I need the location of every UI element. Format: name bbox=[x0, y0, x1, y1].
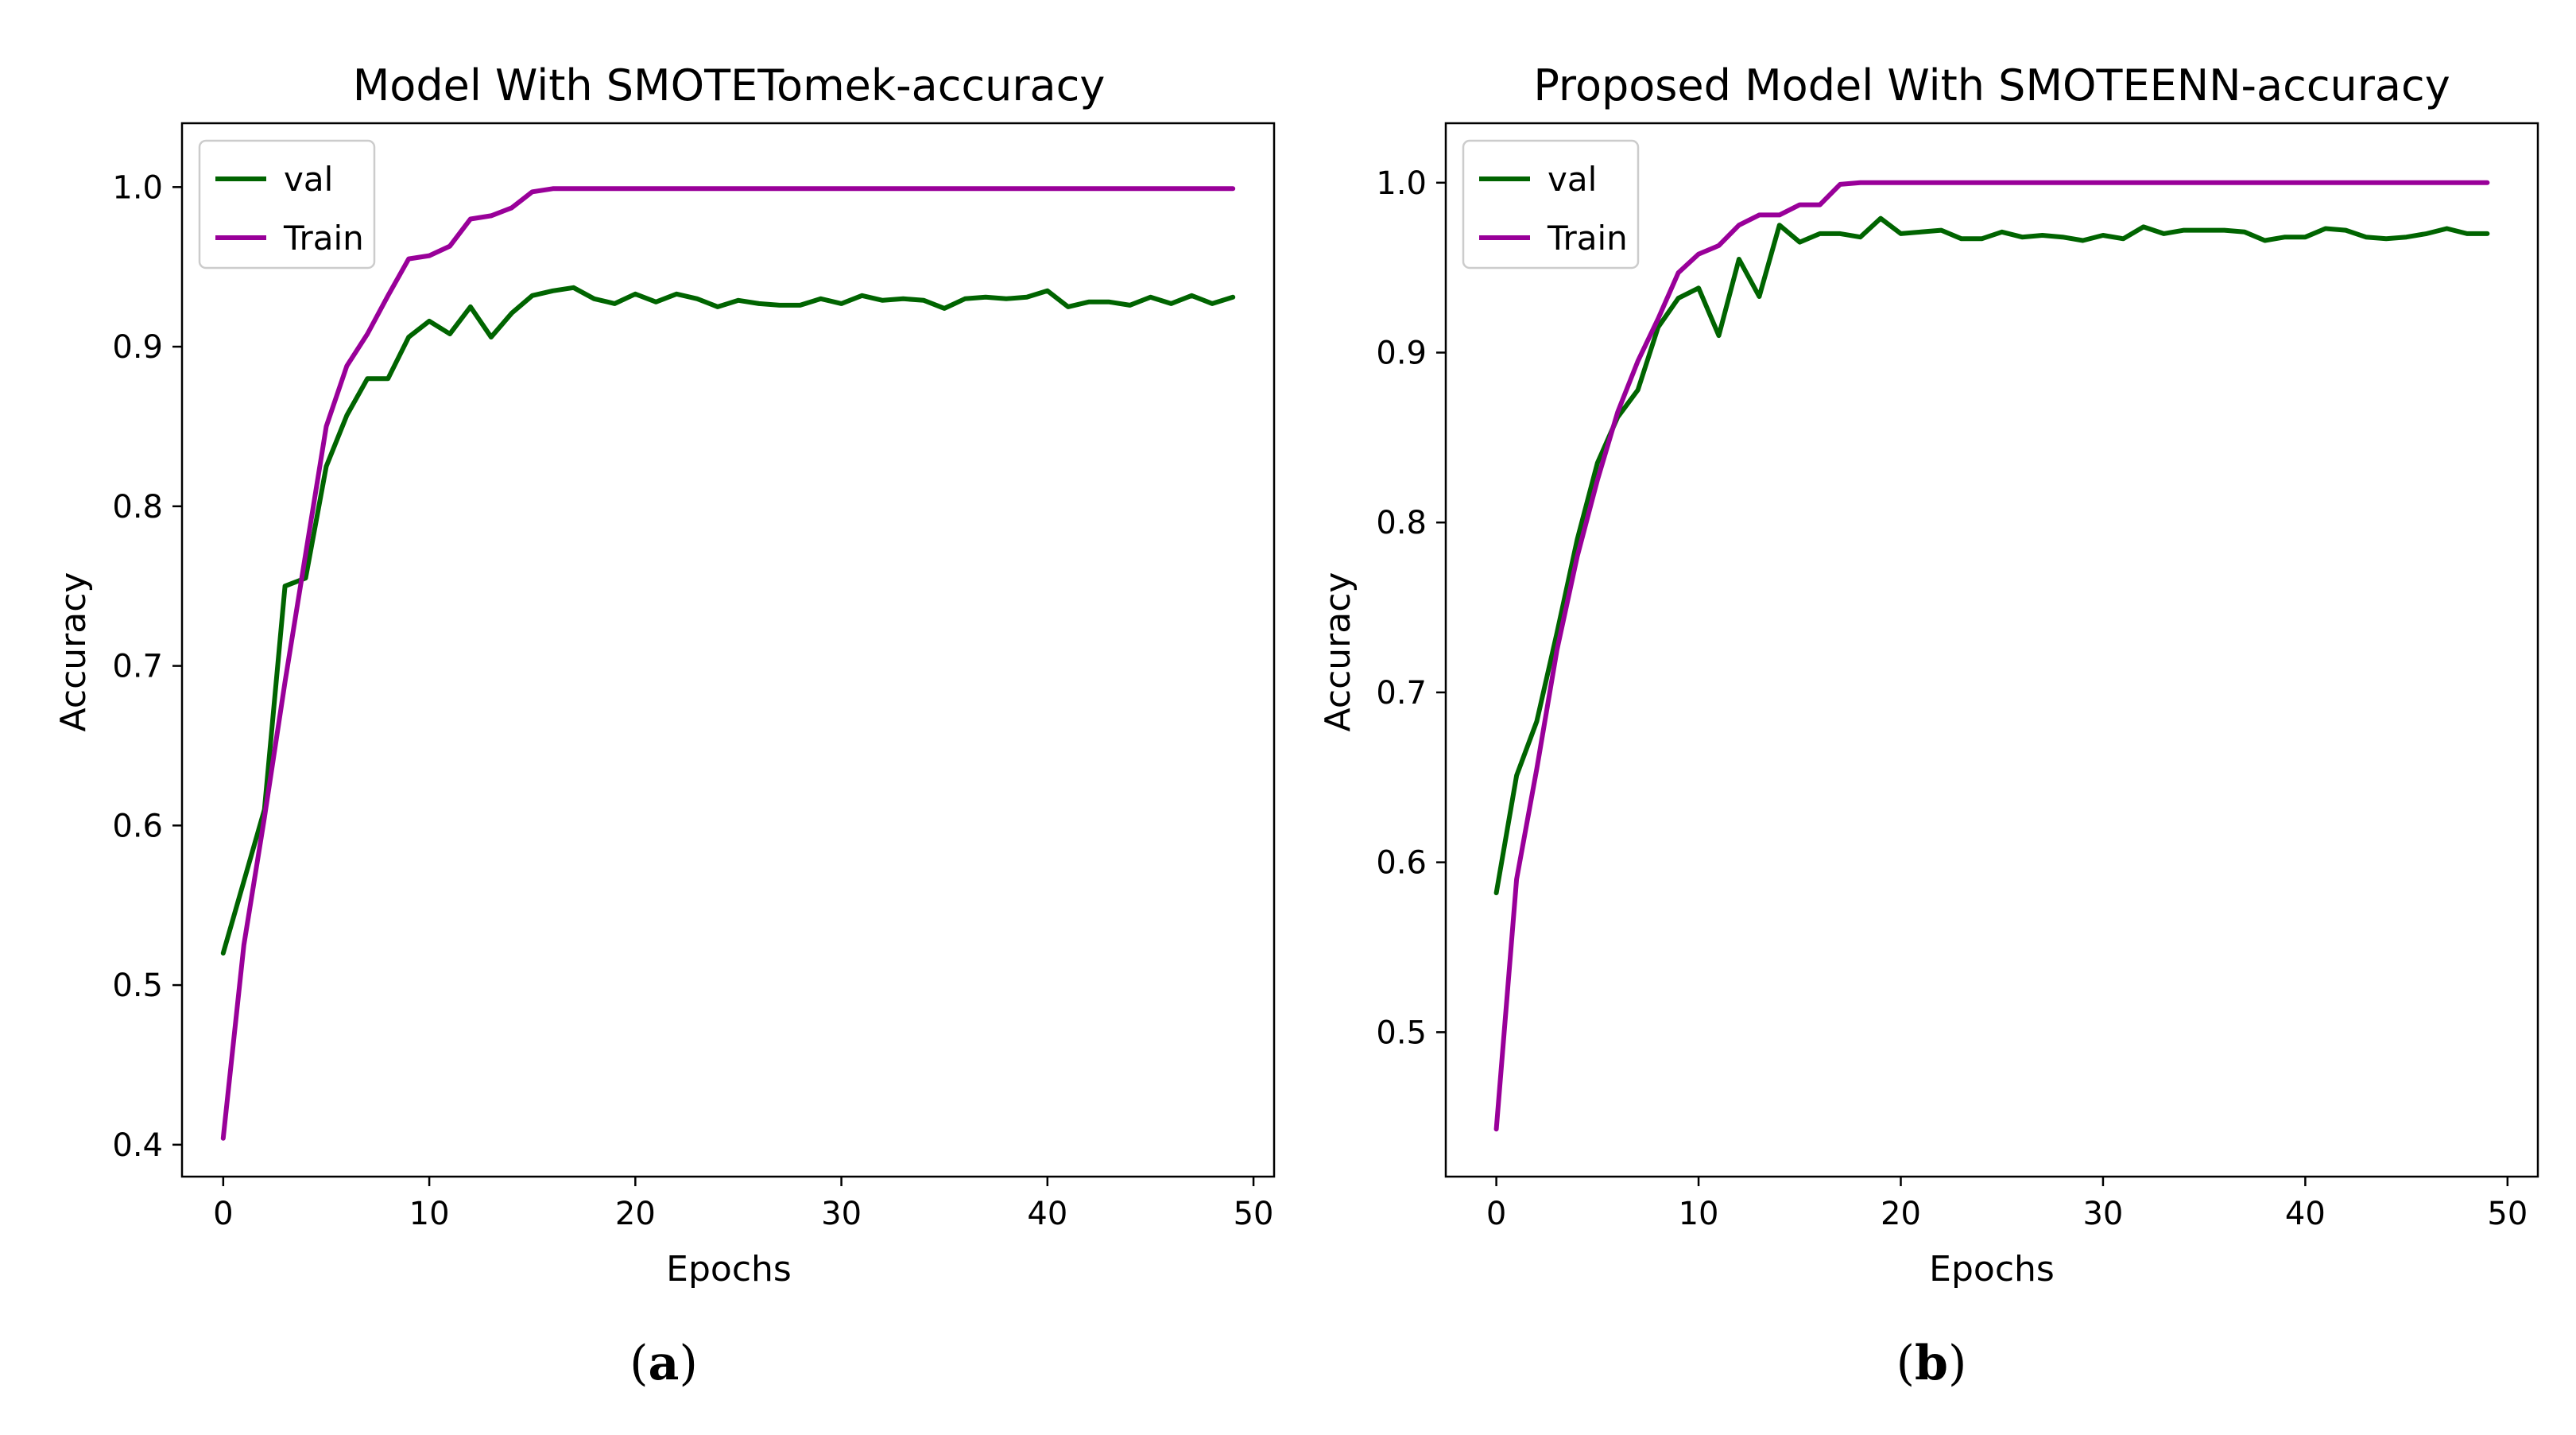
x-tick-label: 30 bbox=[821, 1196, 862, 1232]
legend-label-train: Train bbox=[283, 219, 364, 258]
y-tick-label: 0.8 bbox=[112, 489, 163, 526]
chart-panel-1: Proposed Model With SMOTEENN-accuracy 0 10… bbox=[1318, 60, 2539, 1391]
chart-panel-0: Model With SMOTETomek-accuracy 0 10 20 30 40 5… bbox=[53, 60, 1276, 1391]
panel-caption: (b) bbox=[1896, 1336, 1967, 1391]
series-line-val bbox=[1493, 215, 2490, 896]
chart-title: Model With SMOTETomek-accuracy bbox=[353, 60, 1106, 111]
y-axis-label: Accuracy bbox=[1318, 572, 1358, 732]
caption-close-paren: ) bbox=[1948, 1336, 1966, 1391]
series-line-train bbox=[1493, 180, 2490, 1132]
x-tick-label: 20 bbox=[1881, 1196, 1921, 1232]
x-tick-label: 40 bbox=[2285, 1196, 2326, 1232]
y-tick-label: 0.6 bbox=[1376, 845, 1427, 882]
caption-open-paren: ( bbox=[629, 1336, 648, 1391]
legend-label-val: val bbox=[284, 160, 333, 199]
y-tick-label: 0.7 bbox=[112, 649, 163, 685]
x-tick-label: 0 bbox=[213, 1196, 233, 1232]
y-tick-label: 0.4 bbox=[112, 1127, 163, 1164]
x-tick-label: 30 bbox=[2082, 1196, 2123, 1232]
y-tick-label: 1.0 bbox=[112, 169, 163, 206]
y-tick-label: 0.9 bbox=[1376, 335, 1427, 372]
x-tick-label: 50 bbox=[1234, 1196, 1274, 1232]
caption-letter: b bbox=[1915, 1336, 1948, 1391]
y-tick-label: 0.9 bbox=[112, 329, 163, 366]
x-tick-label: 0 bbox=[1486, 1196, 1506, 1232]
plot-frame bbox=[180, 122, 1276, 1178]
caption-open-paren: ( bbox=[1896, 1336, 1915, 1391]
x-tick-label: 10 bbox=[409, 1196, 450, 1232]
plot-frame bbox=[1444, 122, 2539, 1178]
panel-caption: (a) bbox=[629, 1336, 698, 1391]
series-line-val bbox=[220, 285, 1236, 956]
y-tick-label: 0.6 bbox=[112, 808, 163, 844]
x-tick-label: 20 bbox=[615, 1196, 656, 1232]
y-tick-label: 0.5 bbox=[112, 968, 163, 1004]
caption-close-paren: ) bbox=[679, 1336, 697, 1391]
y-tick-label: 0.5 bbox=[1376, 1014, 1427, 1051]
x-tick-label: 40 bbox=[1027, 1196, 1067, 1232]
caption-letter: a bbox=[649, 1336, 680, 1391]
chart-title: Proposed Model With SMOTEENN-accuracy bbox=[1533, 60, 2450, 111]
x-tick-label: 50 bbox=[2487, 1196, 2528, 1232]
x-axis-label: Epochs bbox=[666, 1249, 792, 1290]
x-axis-label: Epochs bbox=[1929, 1249, 2055, 1290]
y-tick-label: 0.7 bbox=[1376, 675, 1427, 712]
series-line-train bbox=[220, 186, 1236, 1141]
legend-label-train: Train bbox=[1547, 219, 1628, 258]
y-tick-label: 1.0 bbox=[1376, 165, 1427, 202]
y-tick-label: 0.8 bbox=[1376, 505, 1427, 541]
x-tick-label: 10 bbox=[1679, 1196, 1719, 1232]
y-axis-label: Accuracy bbox=[53, 572, 94, 732]
legend-label-val: val bbox=[1548, 160, 1597, 199]
